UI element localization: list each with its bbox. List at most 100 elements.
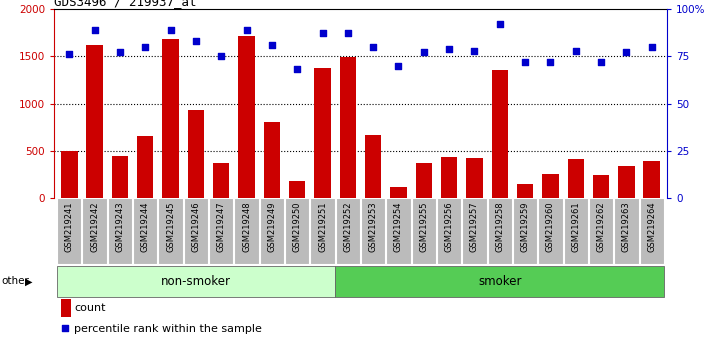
Text: GSM219249: GSM219249 bbox=[267, 201, 276, 252]
Bar bbox=[567, 159, 584, 198]
Text: GSM219243: GSM219243 bbox=[115, 201, 125, 252]
Point bbox=[570, 48, 582, 53]
Bar bbox=[437, 198, 461, 264]
Text: GSM219248: GSM219248 bbox=[242, 201, 251, 252]
Text: ▶: ▶ bbox=[25, 276, 32, 286]
Text: GSM219262: GSM219262 bbox=[596, 201, 606, 252]
Bar bbox=[133, 198, 157, 264]
Text: GSM219258: GSM219258 bbox=[495, 201, 504, 252]
Bar bbox=[159, 198, 182, 264]
Bar bbox=[517, 184, 534, 198]
Point bbox=[317, 31, 328, 36]
Point bbox=[646, 44, 658, 50]
Point bbox=[266, 42, 278, 48]
Bar bbox=[61, 151, 77, 198]
Text: GSM219241: GSM219241 bbox=[65, 201, 74, 252]
Text: GSM219260: GSM219260 bbox=[546, 201, 555, 252]
Point bbox=[241, 27, 252, 33]
Text: GSM219250: GSM219250 bbox=[293, 201, 301, 252]
Bar bbox=[57, 266, 335, 297]
Bar bbox=[593, 175, 609, 198]
Bar bbox=[644, 161, 660, 198]
Text: other: other bbox=[1, 276, 30, 286]
Bar bbox=[234, 198, 259, 264]
Bar bbox=[614, 198, 639, 264]
Point bbox=[125, 253, 136, 259]
Text: GSM219251: GSM219251 bbox=[318, 201, 327, 252]
Point bbox=[418, 50, 430, 55]
Text: GSM219254: GSM219254 bbox=[394, 201, 403, 252]
Bar bbox=[441, 156, 457, 198]
Text: GSM219242: GSM219242 bbox=[90, 201, 99, 252]
Bar bbox=[336, 198, 360, 264]
Text: percentile rank within the sample: percentile rank within the sample bbox=[74, 324, 262, 334]
Bar bbox=[137, 136, 154, 198]
Point bbox=[621, 50, 632, 55]
Text: GSM219245: GSM219245 bbox=[166, 201, 175, 252]
Bar bbox=[264, 122, 280, 198]
Bar bbox=[107, 198, 132, 264]
Point bbox=[139, 44, 151, 50]
Bar bbox=[386, 198, 411, 264]
Point bbox=[63, 51, 75, 57]
Bar bbox=[184, 198, 208, 264]
Text: GSM219244: GSM219244 bbox=[141, 201, 150, 252]
Text: GSM219247: GSM219247 bbox=[217, 201, 226, 252]
Point bbox=[368, 44, 379, 50]
Bar bbox=[162, 39, 179, 198]
Bar bbox=[564, 198, 588, 264]
Bar bbox=[310, 198, 335, 264]
Bar bbox=[112, 156, 128, 198]
Point bbox=[165, 27, 177, 33]
Bar bbox=[365, 135, 381, 198]
Bar bbox=[542, 173, 559, 198]
Bar bbox=[87, 45, 103, 198]
Text: smoker: smoker bbox=[478, 275, 521, 288]
Bar bbox=[513, 198, 537, 264]
Point bbox=[291, 67, 303, 72]
Bar bbox=[589, 198, 614, 264]
Bar bbox=[361, 198, 385, 264]
Point bbox=[216, 53, 227, 59]
Bar bbox=[415, 163, 432, 198]
Bar bbox=[487, 198, 512, 264]
Point bbox=[469, 48, 480, 53]
Text: GSM219257: GSM219257 bbox=[470, 201, 479, 252]
Point bbox=[114, 50, 125, 55]
Bar bbox=[209, 198, 234, 264]
Bar bbox=[412, 198, 436, 264]
Text: GSM219259: GSM219259 bbox=[521, 201, 530, 252]
Point bbox=[443, 46, 455, 51]
Bar bbox=[82, 198, 107, 264]
Point bbox=[494, 21, 505, 27]
Bar bbox=[640, 198, 664, 264]
Bar bbox=[57, 198, 81, 264]
Point bbox=[596, 59, 607, 65]
Bar bbox=[335, 266, 664, 297]
Point bbox=[519, 59, 531, 65]
Text: GSM219253: GSM219253 bbox=[368, 201, 378, 252]
Point bbox=[393, 63, 404, 68]
Bar bbox=[187, 110, 204, 198]
Text: count: count bbox=[74, 303, 106, 313]
Text: GSM219256: GSM219256 bbox=[445, 201, 454, 252]
Bar bbox=[289, 181, 306, 198]
Bar bbox=[492, 70, 508, 198]
Bar bbox=[314, 68, 331, 198]
Bar bbox=[239, 36, 255, 198]
Text: GSM219255: GSM219255 bbox=[420, 201, 428, 252]
Text: GSM219252: GSM219252 bbox=[343, 201, 353, 252]
Bar bbox=[462, 198, 487, 264]
Bar bbox=[466, 158, 482, 198]
Bar bbox=[390, 187, 407, 198]
Text: GSM219246: GSM219246 bbox=[191, 201, 200, 252]
Text: GSM219263: GSM219263 bbox=[622, 201, 631, 252]
Text: GSM219261: GSM219261 bbox=[571, 201, 580, 252]
Point bbox=[544, 59, 556, 65]
Bar bbox=[340, 57, 356, 198]
Bar bbox=[213, 163, 229, 198]
Point bbox=[342, 31, 353, 36]
Text: GSM219264: GSM219264 bbox=[647, 201, 656, 252]
Bar bbox=[539, 198, 562, 264]
Text: GDS3496 / 219937_at: GDS3496 / 219937_at bbox=[54, 0, 197, 8]
